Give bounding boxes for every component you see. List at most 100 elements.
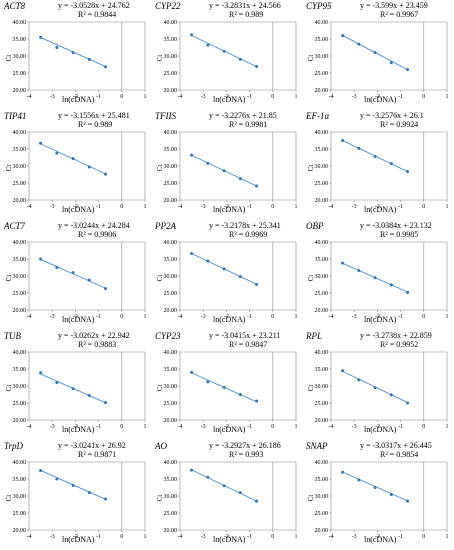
y-tick-label: 20.00	[13, 308, 27, 314]
y-tick-label: 30.00	[164, 274, 178, 280]
trend-equation: y = -3.1556x + 25.481	[58, 111, 130, 120]
data-point	[406, 499, 410, 503]
data-point	[39, 469, 43, 472]
x-tick-label: -3	[352, 314, 357, 320]
x-tick-label: 1	[144, 94, 147, 100]
r-squared-label: R² = 0.989	[229, 10, 264, 19]
data-point	[389, 61, 393, 65]
x-tick-label: -3	[352, 204, 357, 210]
x-tick-label: -3	[201, 314, 206, 320]
chart-panel: RPL y = -3.2738x + 22.859 R² = 0.9952 ln(cD…	[304, 330, 454, 440]
x-tick-label: 0	[422, 424, 425, 430]
trend-equation: y = -3.0262x + 22.942	[58, 331, 130, 340]
data-point	[357, 269, 361, 273]
x-axis-label: ln(cDNA)	[364, 315, 397, 324]
r-squared-label: R² = 0.9854	[380, 450, 419, 459]
trend-equation: y = -3.599x + 23.459	[360, 1, 428, 10]
y-tick-label: 35.00	[164, 257, 178, 263]
y-tick-label: 35.00	[13, 257, 27, 263]
plot-area: 20.00 25.00 30.00 35.00 40.00 -4 -3 -2 -1 0 1 Ct	[307, 350, 449, 430]
x-tick-label: 0	[271, 204, 274, 210]
x-axis-label: ln(cDNA)	[364, 95, 397, 104]
x-tick-label: -4	[27, 204, 32, 210]
data-point	[206, 380, 210, 384]
y-tick-label: 20.00	[13, 418, 27, 424]
r-squared-label: R² = 0.9985	[380, 230, 419, 239]
r-squared-label: R² = 0.9883	[78, 340, 117, 349]
chart-panel: AO y = -3.2927x + 26.186 R² = 0.993 ln(cDNA…	[153, 440, 304, 550]
x-tick-label: -2	[73, 424, 78, 430]
x-tick-label: 1	[446, 314, 449, 320]
y-tick-label: 40.00	[13, 460, 27, 466]
plot-area: 20.00 25.00 30.00 35.00 40.00 -4 -3 -2 -1 0 1 Ct	[5, 350, 147, 430]
x-tick-label: -3	[201, 424, 206, 430]
data-point	[104, 497, 108, 501]
y-tick-label: 25.00	[164, 181, 178, 187]
x-tick-label: 0	[422, 534, 425, 540]
plot-area: 20.00 25.00 30.00 35.00 40.00 -4 -3 -2 -1 0 1 Ct	[156, 130, 298, 210]
x-tick-label: -3	[50, 534, 55, 540]
trend-equation: y = -3.0415x + 23.211	[209, 331, 281, 340]
y-axis-label: Ct	[307, 165, 315, 172]
x-tick-label: -1	[96, 94, 101, 100]
x-tick-label: -1	[247, 424, 252, 430]
data-point	[341, 261, 345, 265]
data-point	[104, 401, 108, 405]
x-tick-label: 1	[446, 534, 449, 540]
y-tick-label: 30.00	[164, 494, 178, 500]
x-tick-label: -1	[96, 204, 101, 210]
y-tick-label: 35.00	[315, 477, 329, 483]
x-tick-label: 1	[446, 424, 449, 430]
y-tick-label: 35.00	[315, 257, 329, 263]
y-tick-label: 40.00	[315, 240, 329, 246]
trend-equation: y = -3.0317x + 26.445	[360, 441, 432, 450]
chart-panel: SNAP y = -3.0317x + 26.445 R² = 0.9854 ln(c…	[304, 440, 454, 550]
x-tick-label: 0	[120, 94, 123, 100]
x-tick-label: 0	[120, 424, 123, 430]
data-point	[87, 278, 91, 282]
x-tick-label: -4	[329, 204, 334, 210]
x-tick-label: -2	[224, 424, 229, 430]
x-tick-label: -2	[224, 534, 229, 540]
y-tick-label: 30.00	[315, 164, 329, 170]
data-point	[39, 257, 43, 261]
y-tick-label: 30.00	[13, 164, 27, 170]
chart-panel: OBP y = -3.0384x + 23.132 R² = 0.9985 ln(cD…	[304, 220, 454, 330]
x-axis-label: ln(cDNA)	[213, 315, 246, 324]
x-tick-label: 1	[144, 314, 147, 320]
x-tick-label: 1	[295, 94, 298, 100]
data-point	[71, 387, 75, 391]
x-tick-label: 1	[144, 204, 147, 210]
plot-area: 20.00 25.00 30.00 35.00 40.00 -4 -3 -2 -1 0 1 Ct	[307, 240, 449, 320]
chart-title: ACT7	[4, 221, 26, 231]
data-point	[341, 470, 345, 474]
chart-panel: CYP23 y = -3.0415x + 23.211 R² = 0.9847 ln(…	[153, 330, 304, 440]
y-tick-label: 25.00	[315, 401, 329, 407]
data-point	[373, 51, 377, 55]
data-point	[406, 169, 410, 173]
data-point	[39, 141, 43, 145]
data-point	[55, 266, 59, 269]
r-squared-label: R² = 0.9967	[380, 10, 419, 19]
x-tick-label: -2	[73, 94, 78, 100]
y-axis-label: Ct	[156, 275, 164, 282]
trend-equation: y = -3.2576x + 26.1	[360, 111, 424, 120]
x-tick-label: -3	[201, 534, 206, 540]
chart-panel: CYP95 y = -3.599x + 23.459 R² = 0.9967 ln(c…	[304, 0, 454, 110]
data-point	[39, 371, 43, 375]
data-point	[238, 393, 242, 396]
plot-area: 20.00 25.00 30.00 35.00 40.00 -4 -3 -2 -1 0 1 Ct	[307, 20, 449, 100]
y-tick-label: 40.00	[13, 20, 27, 26]
x-tick-label: 0	[120, 534, 123, 540]
y-tick-label: 35.00	[13, 477, 27, 483]
x-tick-label: 0	[422, 204, 425, 210]
data-point	[206, 475, 210, 479]
y-tick-label: 20.00	[13, 528, 27, 534]
y-tick-label: 25.00	[315, 511, 329, 517]
y-axis-label: Ct	[156, 495, 164, 502]
chart-panel: EF-1α y = -3.2576x + 26.1 R² = 0.9924 ln(cD…	[304, 110, 454, 220]
chart-panel: TUB y = -3.0262x + 22.942 R² = 0.9883 ln(cD…	[2, 330, 153, 440]
x-tick-label: -2	[375, 424, 380, 430]
r-squared-label: R² = 0.9847	[229, 340, 268, 349]
y-tick-label: 25.00	[13, 401, 27, 407]
